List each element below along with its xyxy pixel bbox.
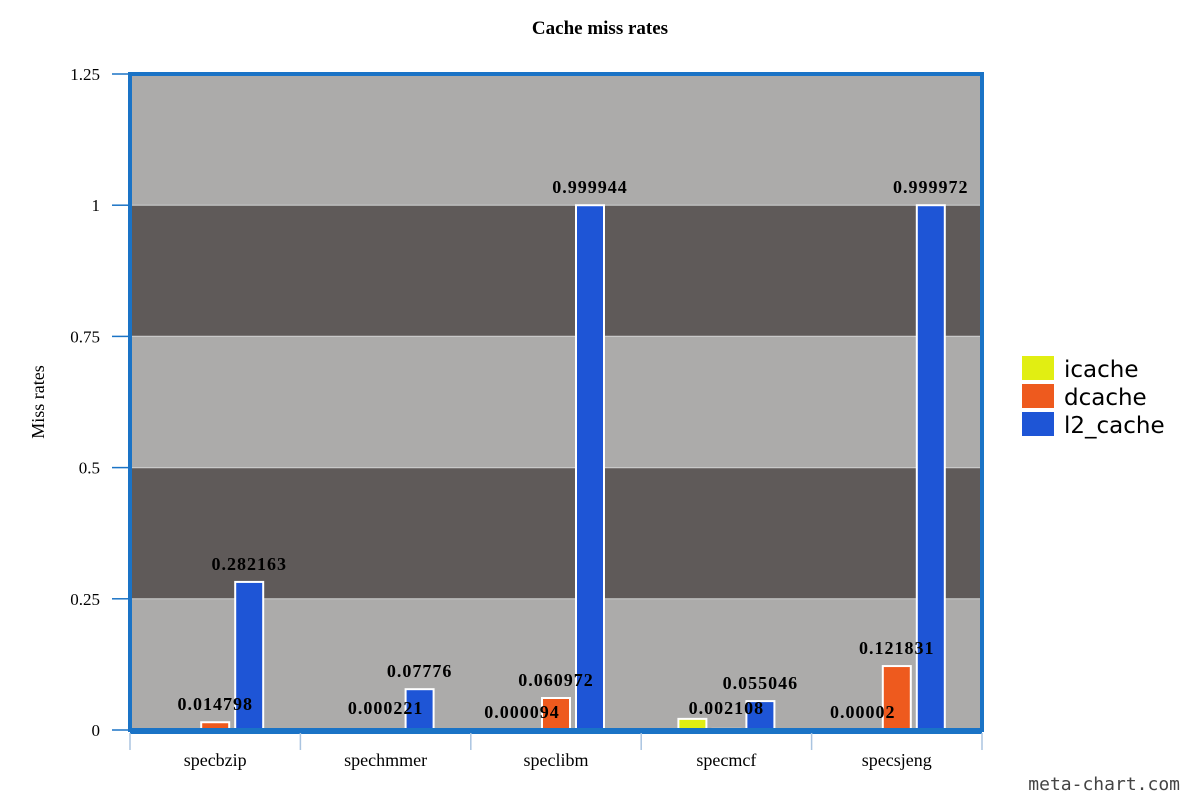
data-label-l2_cache-spechmmer: 0.07776 [387,661,453,681]
y-tick-label: 0.25 [70,590,100,609]
bar-l2_cache-speclibm [575,204,605,732]
bar-dcache-specsjeng [881,665,912,732]
plot-band [130,467,982,599]
plot-frame [128,72,984,732]
x-tick-label: specsjeng [862,750,932,770]
legend-item-icache: icache [1022,356,1139,383]
plot-band [130,205,982,337]
y-tick-label: 1 [92,196,101,215]
y-axis: 0 0.25 0.5 0.75 1 1.25 [70,65,128,740]
data-label-dcache-specsjeng: 0.121831 [859,638,935,658]
legend-swatch [1022,356,1054,380]
legend-label: l2_cache [1064,413,1165,439]
data-label-l2_cache-specmcf: 0.055046 [723,673,799,693]
legend-label: dcache [1064,385,1147,411]
plot-background-bands [130,74,982,730]
data-label-dcache-speclibm: 0.060972 [518,670,594,690]
x-axis: specbzip spechmmer speclibm specmcf specsjen… [129,732,983,770]
x-tick-label: specmcf [696,750,756,770]
x-tick-label: spechmmer [344,750,427,770]
bar-l2_cache-specmcf [745,700,776,732]
legend-swatch [1022,384,1054,408]
data-label-dcache-spechmmer: 0.000221 [348,698,424,718]
data-label-l2_cache-specbzip: 0.282163 [211,554,287,574]
chart-title: Cache miss rates [532,18,668,39]
data-labels-layer: 0.014798 0.282163 0.000221 0.07776 0.060972 0… [177,177,969,722]
legend-item-dcache: dcache [1022,384,1147,411]
legend-label: icache [1064,357,1139,383]
data-label-icache-speclibm: 0.000094 [484,702,560,722]
legend-swatch [1022,412,1054,436]
watermark: meta-chart.com [1028,774,1180,795]
y-tick-label: 0.5 [79,459,100,478]
x-tick-label: specbzip [184,750,247,770]
y-tick-label: 0.75 [70,327,100,346]
bar-l2_cache-spechmmer [404,688,435,731]
data-label-dcache-specmcf: 0.002108 [689,698,765,718]
data-label-l2_cache-specsjeng: 0.999972 [893,177,969,197]
x-tick-label: speclibm [524,750,589,770]
data-label-icache-specsjeng: 0.00002 [830,702,896,722]
plot-band [130,74,982,206]
bar-l2_cache-specsjeng [915,204,946,731]
data-label-dcache-specbzip: 0.014798 [177,694,253,714]
data-label-l2_cache-speclibm: 0.999944 [552,177,628,197]
plot-band [130,336,982,468]
y-tick-label: 1.25 [70,65,100,84]
y-axis-label: Miss rates [28,365,48,439]
legend-item-l2_cache: l2_cache [1022,412,1165,439]
plot-border [128,72,984,732]
y-tick-label: 0 [92,721,101,740]
grid-lines [130,204,982,600]
